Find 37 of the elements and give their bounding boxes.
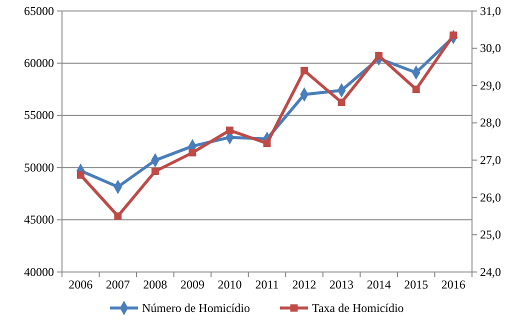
x-tick-label: 2006 xyxy=(68,278,93,292)
y-tick-label: 50000 xyxy=(24,160,54,174)
y2-tick-label: 28,0 xyxy=(480,116,501,130)
point xyxy=(188,148,196,156)
y-tick-label: 65000 xyxy=(24,4,54,18)
y2-tick-label: 31,0 xyxy=(480,4,501,18)
x-tick-label: 2009 xyxy=(180,278,204,292)
x-tick-label: 2007 xyxy=(106,278,130,292)
y-tick-label: 60000 xyxy=(24,56,54,70)
legend-label: Taxa de Homicídio xyxy=(312,301,404,315)
y-tick-label: 45000 xyxy=(24,212,54,227)
x-tick-label: 2016 xyxy=(441,278,466,292)
x-tick-label: 2010 xyxy=(218,278,242,292)
point xyxy=(226,126,234,134)
y2-tick-label: 26,0 xyxy=(480,190,501,204)
legend-label: Número de Homicídio xyxy=(142,301,250,315)
x-tick-label: 2014 xyxy=(366,278,391,292)
point xyxy=(300,66,308,74)
y2-tick-label: 27,0 xyxy=(480,152,501,167)
y-tick-label: 55000 xyxy=(24,108,54,122)
point xyxy=(151,168,159,176)
x-tick-label: 2008 xyxy=(143,278,168,292)
point xyxy=(263,140,271,148)
point xyxy=(375,52,383,60)
y2-tick-label: 30,0 xyxy=(480,41,501,56)
y2-tick-label: 29,0 xyxy=(480,78,501,92)
x-tick-label: 2011 xyxy=(255,278,279,292)
x-tick-label: 2015 xyxy=(404,278,428,292)
point xyxy=(412,86,420,94)
x-tick-label: 2012 xyxy=(292,278,316,292)
y2-tick-label: 25,0 xyxy=(480,228,501,242)
point xyxy=(338,98,346,106)
y-tick-label: 40000 xyxy=(24,264,54,279)
point xyxy=(114,212,122,220)
point xyxy=(76,171,84,179)
y2-tick-label: 24,0 xyxy=(480,264,501,279)
x-tick-label: 2013 xyxy=(330,278,354,292)
